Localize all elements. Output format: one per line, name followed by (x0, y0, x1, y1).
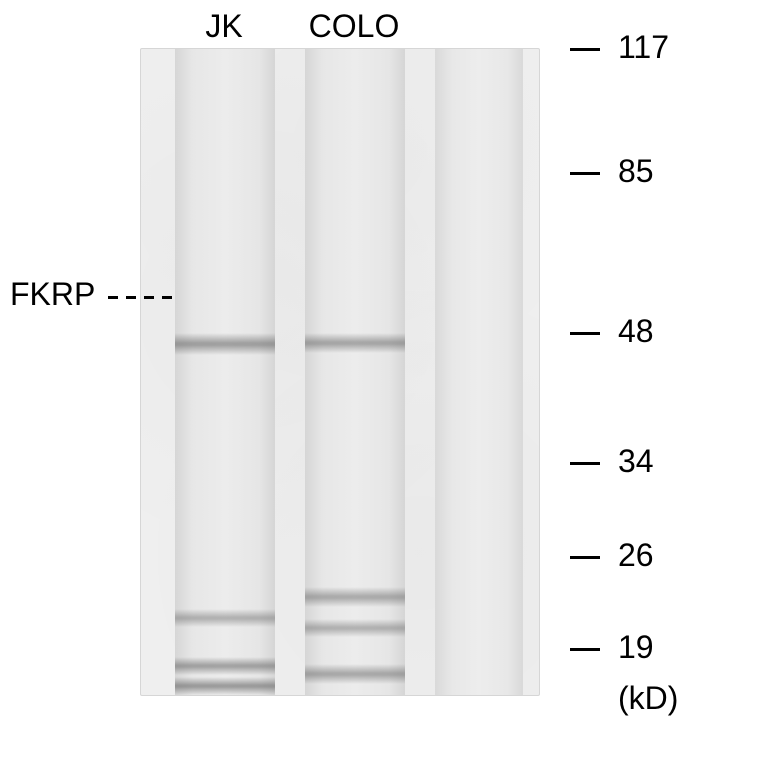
mw-label-19: 19 (618, 629, 654, 666)
band-COLO-2 (305, 619, 405, 637)
mw-label-85: 85 (618, 153, 654, 190)
figure-container: JK COLO FKRP (kD) 117 85 48 34 26 19 (0, 0, 764, 764)
lane-header-jk: JK (205, 8, 242, 45)
band-JK-2 (175, 657, 275, 675)
band-JK-0-fkrp (175, 333, 275, 355)
mw-label-34: 34 (618, 443, 654, 480)
band-JK-1 (175, 609, 275, 627)
mw-unit-label: (kD) (618, 680, 678, 717)
band-COLO-3 (305, 664, 405, 684)
lane-blank (435, 49, 523, 695)
lane-JK (175, 49, 275, 695)
mw-label-48: 48 (618, 313, 654, 350)
band-JK-3 (175, 677, 275, 695)
mw-tick-85 (570, 172, 600, 175)
mw-label-117: 117 (618, 29, 669, 66)
mw-tick-34 (570, 462, 600, 465)
protein-label-fkrp: FKRP (10, 276, 95, 313)
protein-pointer-dash (108, 296, 172, 299)
mw-label-26: 26 (618, 537, 654, 574)
blot-film (140, 48, 540, 696)
lane-COLO (305, 49, 405, 695)
mw-tick-48 (570, 332, 600, 335)
lane-header-colo: COLO (309, 8, 400, 45)
mw-tick-19 (570, 648, 600, 651)
mw-tick-26 (570, 556, 600, 559)
band-COLO-1 (305, 587, 405, 607)
mw-tick-117 (570, 48, 600, 51)
band-COLO-0-fkrp (305, 333, 405, 353)
